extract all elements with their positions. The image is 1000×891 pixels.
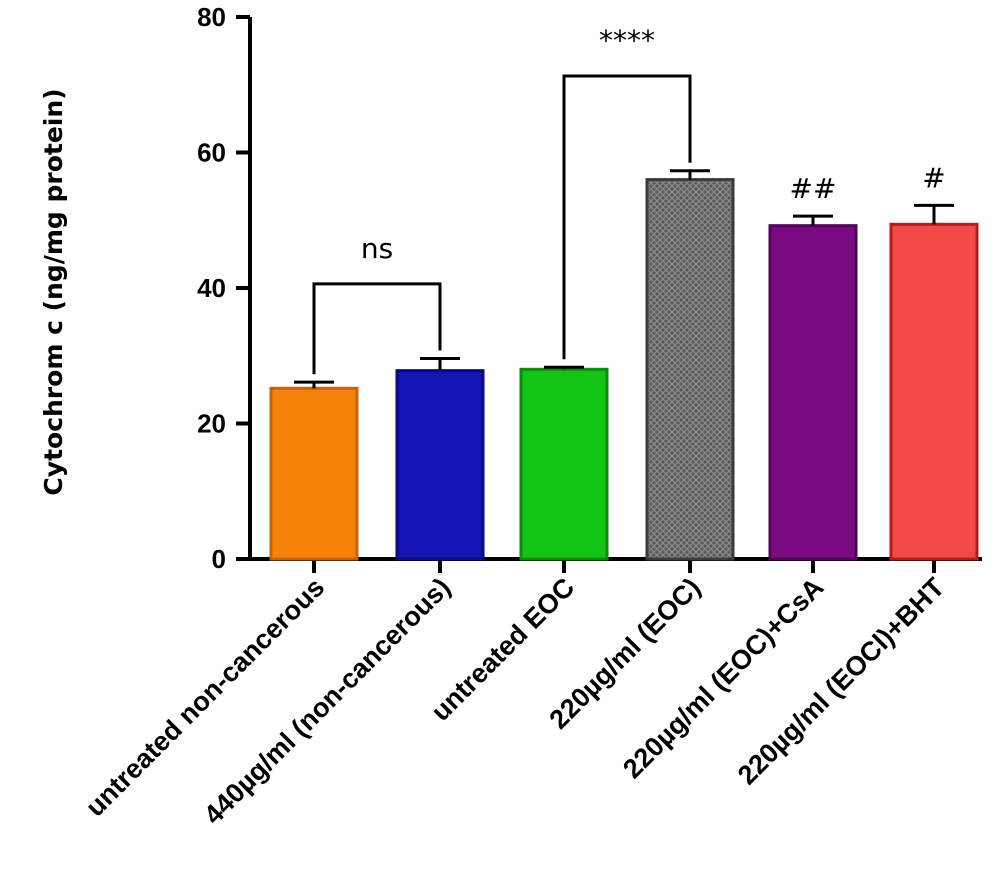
y-axis-title: Cytochrom c (ng/mg protein): [39, 88, 68, 495]
bar-annotation: ##: [790, 172, 837, 205]
y-tick-label: 80: [197, 2, 226, 32]
comparison-bracket: [312, 282, 442, 375]
bars: [269, 169, 979, 561]
bar: [889, 222, 979, 561]
bar: [768, 224, 858, 561]
comparison-bracket: [562, 74, 692, 360]
annotations: ns****## #: [312, 24, 946, 375]
significance-label: ns: [361, 232, 393, 265]
y-tick-label: 40: [197, 273, 226, 303]
x-tick-label: untreated non-cancerous: [80, 572, 330, 822]
bar: [395, 369, 485, 561]
bar-annotation: #: [922, 161, 945, 194]
y-tick-label: 60: [197, 138, 226, 168]
y-tick-label: 0: [212, 544, 226, 574]
significance-label: ****: [599, 24, 655, 57]
x-tick-label: 220µg/ml (EOC)+CsA: [617, 572, 829, 784]
y-tick-label: 20: [197, 409, 226, 439]
x-tick-label: 220µg/ml (EOCl)+BHT: [732, 572, 951, 791]
bar: [645, 178, 735, 561]
bar: [519, 367, 609, 561]
x-tick-label: 440µg/ml (non-cancerous): [198, 572, 456, 830]
bar: [269, 386, 359, 561]
